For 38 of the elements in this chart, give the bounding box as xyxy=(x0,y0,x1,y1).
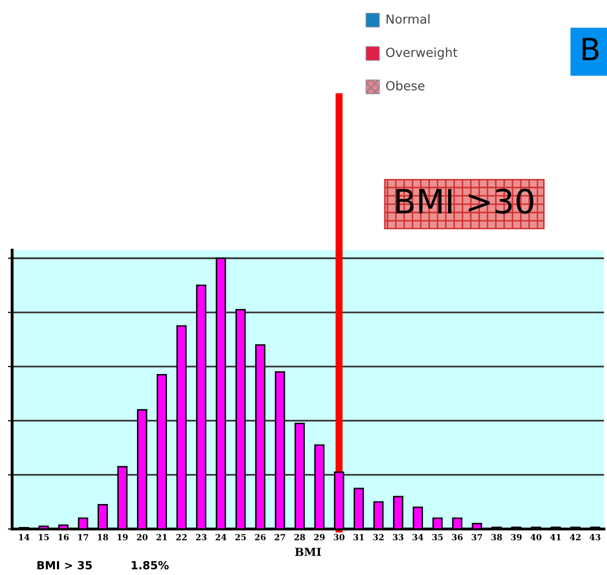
x-tick-label: 27 xyxy=(274,534,286,540)
x-tick-label: 16 xyxy=(58,534,69,540)
x-tick-label: 40 xyxy=(530,534,542,540)
x-tick-label: 34 xyxy=(412,534,424,540)
x-tick-label: 37 xyxy=(472,534,482,540)
x-tick-label: 17 xyxy=(78,534,88,540)
x-tick-label: 41 xyxy=(550,534,561,540)
text: B xyxy=(582,38,598,60)
text: Obese xyxy=(386,80,424,90)
x-tick-label: 24 xyxy=(216,534,226,540)
x-tick-label: 32 xyxy=(373,534,384,540)
x-tick-label: 33 xyxy=(392,534,404,540)
text: 1.85% xyxy=(132,561,169,570)
x-tick-label: 35 xyxy=(432,534,443,540)
x-tick-label: 30 xyxy=(334,534,344,540)
x-tick-label: 21 xyxy=(156,534,167,540)
x-tick-label: 42 xyxy=(570,534,580,540)
x-tick-label: 43 xyxy=(590,534,600,540)
x-tick-label: 22 xyxy=(176,534,187,540)
x-tick-label: 20 xyxy=(136,534,148,540)
x-axis-title: BMI xyxy=(295,548,321,556)
x-tick-label: 23 xyxy=(196,534,206,540)
text: BMI > 35 xyxy=(37,561,92,570)
x-tick-label: 39 xyxy=(511,534,522,540)
x-tick-label: 38 xyxy=(491,534,502,540)
x-tick-label: 14 xyxy=(19,534,30,540)
x-tick-label: 31 xyxy=(354,534,364,540)
text: Overweight xyxy=(386,47,458,60)
x-tick-label: 36 xyxy=(452,534,463,540)
x-tick-label: 29 xyxy=(314,534,325,540)
x-tick-label: 15 xyxy=(38,534,49,540)
x-tick-label: 18 xyxy=(98,534,108,540)
x-tick-label: 28 xyxy=(294,534,306,540)
x-tick-label: 25 xyxy=(235,534,246,540)
x-tick-label: 26 xyxy=(255,534,266,540)
text: BMI >30 xyxy=(396,188,534,214)
x-tick-label: 19 xyxy=(118,534,128,540)
text: Normal xyxy=(386,14,430,24)
